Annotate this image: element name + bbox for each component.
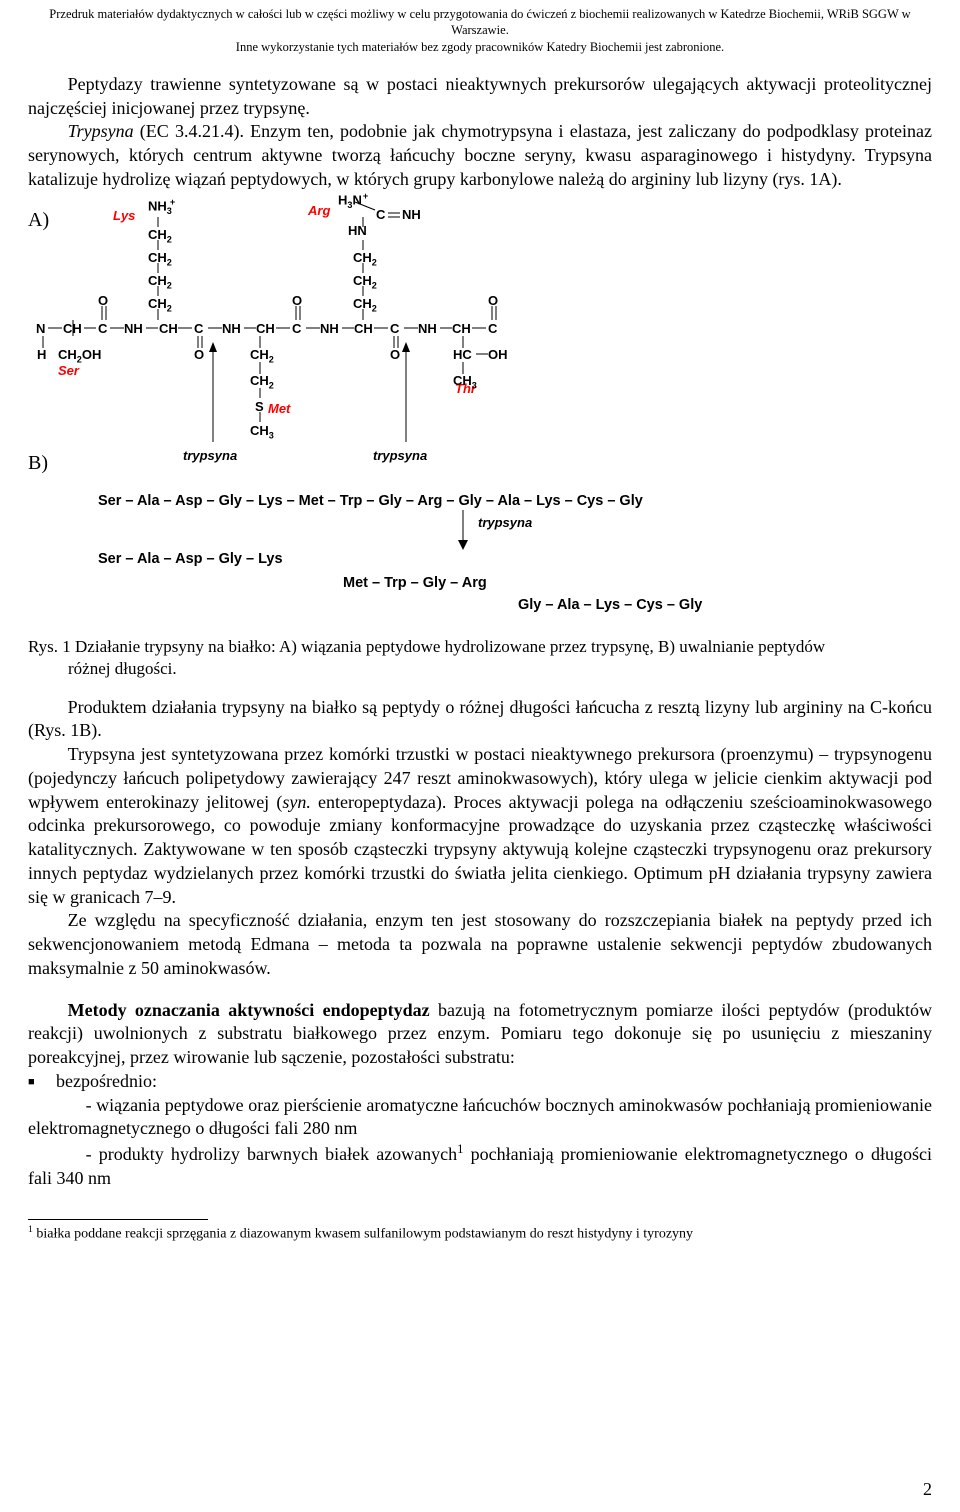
grp-c: C [390, 320, 399, 337]
fig-label-B: B) [28, 450, 48, 476]
trypsin-arrow-label-b: trypsyna [478, 514, 532, 531]
grp-ch2: CH2 [148, 272, 172, 292]
bullet-text: bezpośrednio: [56, 1071, 157, 1091]
grp-ch2: CH2 [250, 372, 274, 392]
grp-hn: HN [348, 222, 367, 239]
grp-oh: OH [488, 346, 508, 363]
grp-ch2: CH2 [353, 272, 377, 292]
aa-lys: Lys [113, 207, 135, 224]
grp-nh: NH [320, 320, 339, 337]
figcap-line1: Rys. 1 Działanie trypsyny na białko: A) … [28, 636, 932, 658]
grp-ch2: CH2 [353, 249, 377, 269]
p4-syn: syn. [282, 792, 311, 812]
grp-h3n: H3N+ [338, 190, 368, 211]
grp-ch: CH [159, 320, 178, 337]
grp-dbl-nh: NH [402, 206, 421, 223]
fig-label-A: A) [28, 207, 49, 233]
grp-ch3: CH3 [453, 372, 477, 392]
grp-ch: CH [63, 320, 82, 337]
seq-b-mid: Met – Trp – Gly – Arg [343, 574, 487, 593]
grp-ch2: CH2 [148, 249, 172, 269]
paragraph-4: Trypsyna jest syntetyzowana przez komórk… [28, 743, 932, 909]
grp-nh3: NH3+ [148, 196, 175, 217]
grp-ch2: CH2 [250, 346, 274, 366]
figure-caption: Rys. 1 Działanie trypsyny na białko: A) … [28, 636, 932, 680]
grp-ch2: CH2 [148, 226, 172, 246]
dash-item-1: - wiązania peptydowe oraz pierścienie ar… [28, 1094, 932, 1142]
grp-ch: CH [256, 320, 275, 337]
grp-nh: NH [222, 320, 241, 337]
grp-ch2: CH2 [353, 295, 377, 315]
grp-o: O [292, 292, 302, 309]
grp-ch3: CH3 [250, 422, 274, 442]
grp-hc: HC [453, 346, 472, 363]
grp-o: O [390, 346, 400, 363]
footnote-rule [28, 1219, 208, 1220]
dash2a: - produkty hydrolizy barwnych białek azo… [86, 1144, 458, 1164]
trypsin-arrow-label: trypsyna [183, 447, 237, 464]
grp-nh: NH [418, 320, 437, 337]
page-number: 2 [923, 1479, 932, 1500]
grp-s: S [255, 398, 264, 415]
footnote: 1 białka poddane reakcji sprzęgania z di… [28, 1224, 932, 1244]
dash-item-2: - produkty hydrolizy barwnych białek azo… [28, 1141, 932, 1191]
grp-ch2: CH2 [148, 295, 172, 315]
paragraph-5: Ze względu na specyficzność działania, e… [28, 909, 932, 980]
trypsin-arrow-label: trypsyna [373, 447, 427, 464]
grp-c-nh: C [376, 206, 385, 223]
grp-c: C [488, 320, 497, 337]
header-line2: Inne wykorzystanie tych materiałów bez z… [28, 39, 932, 55]
aa-arg: Arg [308, 202, 330, 219]
grp-nh: NH [124, 320, 143, 337]
bullet-icon: ■ [28, 1075, 56, 1090]
grp-ch: CH [354, 320, 373, 337]
grp-c: C [292, 320, 301, 337]
grp-o: O [488, 292, 498, 309]
grp-o: O [98, 292, 108, 309]
paragraph-2: Trypsyna (EC 3.4.21.4). Enzym ten, podob… [28, 120, 932, 191]
header-line1: Przedruk materiałów dydaktycznych w cało… [28, 6, 932, 39]
footnote-text: białka poddane reakcji sprzęgania z diaz… [33, 1226, 693, 1241]
figure-1: A) B) Lys Arg Ser Met Thr NH3+ CH2 CH2 C… [28, 192, 932, 632]
paragraph-2-body: (EC 3.4.21.4). Enzym ten, podobnie jak c… [28, 121, 932, 189]
grp-o: O [194, 346, 204, 363]
paragraph-3: Produktem działania trypsyny na białko s… [28, 696, 932, 744]
grp-ch: CH [452, 320, 471, 337]
figcap-line2: różnej długości. [28, 658, 932, 680]
body-text: Peptydazy trawienne syntetyzowane są w p… [28, 73, 932, 1191]
p6-bold: Metody oznaczania aktywności endopeptyda… [68, 1000, 430, 1020]
paragraph-6: Metody oznaczania aktywności endopeptyda… [28, 999, 932, 1070]
seq-b-full: Ser – Ala – Asp – Gly – Lys – Met – Trp … [98, 492, 643, 511]
grp-n: N [36, 320, 45, 337]
grp-c: C [98, 320, 107, 337]
seq-b-right: Gly – Ala – Lys – Cys – Gly [518, 596, 702, 615]
trypsin-name: Trypsyna [68, 121, 134, 141]
grp-ch2oh: CH2OH [58, 346, 101, 366]
aa-met: Met [268, 400, 290, 417]
seq-b-left: Ser – Ala – Asp – Gly – Lys [98, 550, 283, 569]
paragraph-1: Peptydazy trawienne syntetyzowane są w p… [28, 73, 932, 121]
grp-c: C [194, 320, 203, 337]
bullet-bezposrednio: ■bezpośrednio: [28, 1070, 932, 1094]
page-header: Przedruk materiałów dydaktycznych w cało… [28, 6, 932, 55]
grp-h: H [37, 346, 46, 363]
